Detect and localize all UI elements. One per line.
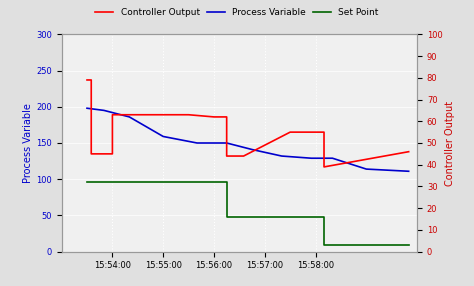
Y-axis label: Controller Output: Controller Output — [446, 100, 456, 186]
Legend: Controller Output, Process Variable, Set Point: Controller Output, Process Variable, Set… — [91, 5, 383, 21]
Y-axis label: Process Variable: Process Variable — [23, 103, 33, 183]
